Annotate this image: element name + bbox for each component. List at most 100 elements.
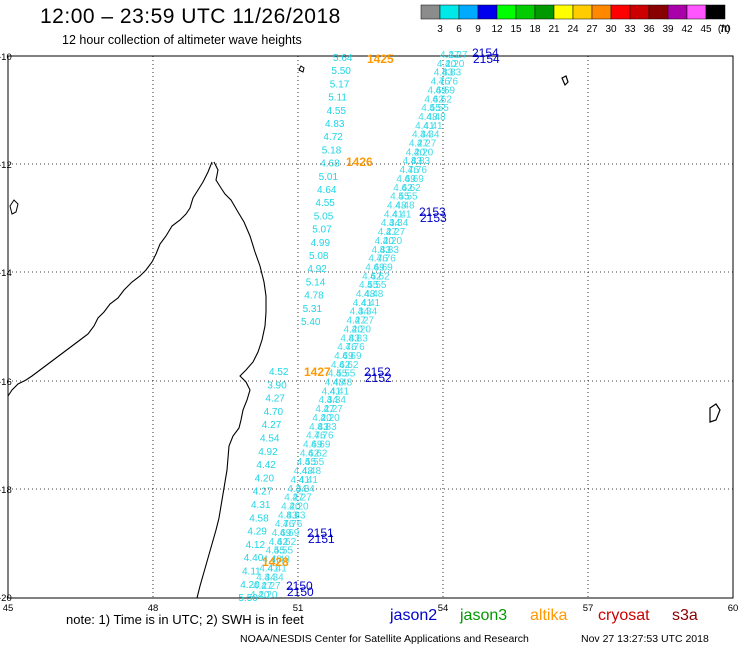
swath-value: 4.20 (258, 590, 278, 601)
pass-number: 1425 (367, 52, 394, 66)
swath-value: 4.69 (396, 174, 416, 185)
swath-value: 4.69 (311, 440, 331, 451)
wave-height-value: 3.90 (267, 380, 287, 391)
wave-height-value: 5.05 (314, 211, 334, 222)
legend-swatch (629, 4, 650, 20)
swath-value: 4.48 (418, 112, 438, 123)
wave-height-value: 4.31 (251, 500, 271, 511)
legend-swatch (591, 4, 612, 20)
swath-value: 4.20 (445, 59, 465, 70)
pass-number: 2150 (286, 579, 313, 593)
legend-swatch (686, 4, 707, 20)
swath-value: 4.62 (393, 183, 413, 194)
swath-value: 4.55 (367, 280, 387, 291)
madagascar-west-coast (7, 161, 213, 397)
legend-swatch (420, 4, 441, 20)
swath-value: 4.76 (439, 77, 459, 88)
swath-value: 4.34 (256, 572, 276, 583)
legend-swatch (553, 4, 574, 20)
legend-label: 18 (529, 24, 541, 35)
swath-value: 4.76 (368, 254, 388, 265)
swath-value: 4.27 (292, 493, 312, 504)
swath-value: 4.62 (339, 360, 359, 371)
swath-value: 4.76 (306, 431, 326, 442)
legend-swatch (705, 4, 726, 20)
swath-value: 4.55 (266, 546, 286, 557)
legend-label: 24 (567, 24, 579, 35)
wave-height-value: 4.55 (315, 198, 335, 209)
swath-value: 4.27 (378, 227, 398, 238)
swath-value: 4.62 (277, 537, 297, 548)
swath-value: 4.27 (323, 404, 343, 415)
legend-label: 15 (510, 24, 522, 35)
legend-swatch (458, 4, 479, 20)
swath-value: 4.76 (337, 342, 357, 353)
swath-value: 4.20 (351, 324, 371, 335)
swath-value: 4.34 (327, 395, 347, 406)
swath-value: 4.48 (262, 555, 282, 566)
swath-value: 4.83 (340, 333, 360, 344)
wave-height-value: 5.01 (319, 172, 339, 183)
satellite-jason3: jason3 (460, 607, 508, 624)
swath-value: 4.69 (373, 262, 393, 273)
swath-value: 4.83 (434, 68, 454, 79)
latitude-tick: -12 (0, 160, 12, 171)
swath-value: 4.62 (432, 94, 452, 105)
wave-height-value: 4.20 (240, 580, 260, 591)
legend-label: 9 (475, 24, 481, 35)
latitude-tick: -18 (0, 485, 12, 496)
swath-value: 4.20 (289, 501, 309, 512)
swath-value: 4.62 (331, 360, 351, 371)
swath-value: 4.27 (347, 316, 367, 327)
small-island (298, 65, 305, 73)
swath-value: 4.83 (379, 245, 399, 256)
swath-value: 4.34 (420, 130, 440, 141)
pass-number: 1428 (262, 555, 289, 569)
pass-number: 1427 (304, 365, 331, 379)
longitude-tick: 60 (728, 603, 739, 614)
swath-value: 4.48 (426, 112, 446, 123)
swath-value: 4.20 (414, 147, 434, 158)
longitude-tick: 48 (148, 603, 159, 614)
latitude-tick: -16 (0, 377, 12, 388)
swath-value: 4.76 (283, 519, 303, 530)
swath-value: 4.27 (386, 227, 406, 238)
wave-height-value: 5.50 (238, 593, 258, 604)
swath-value: 4.69 (334, 351, 354, 362)
wave-height-value: 4.92 (307, 264, 327, 275)
legend-swatch (477, 4, 498, 20)
pass-number-shadow: 2151 (308, 532, 335, 546)
wave-height-value: 4.70 (264, 407, 284, 418)
altimeter-swath: 4.204.274.344.414.484.554.624.694.764.83… (250, 50, 468, 601)
legend-swatch (439, 4, 460, 20)
generation-timestamp: Nov 27 13:27:53 UTC 2018 (581, 633, 709, 645)
wave-height-value: 4.64 (317, 185, 337, 196)
legend-swatch (515, 4, 536, 20)
swath-value: 4.62 (300, 448, 320, 459)
pass-number-shadow: 2153 (420, 211, 447, 225)
swath-value: 4.83 (317, 422, 337, 433)
swath-value: 4.41 (322, 386, 342, 397)
swath-value: 4.55 (305, 457, 325, 468)
swath-value: 4.55 (398, 192, 418, 203)
swath-value: 4.34 (264, 572, 284, 583)
wave-height-value: 4.42 (256, 460, 276, 471)
pass-number: 1426 (346, 155, 373, 169)
wave-height-value: 4.27 (253, 487, 273, 498)
footer-note: note: 1) Time is in UTC; 2) SWH is in fe… (66, 612, 304, 627)
swath-value: 4.41 (384, 209, 404, 220)
swath-value: 4.20 (406, 147, 426, 158)
wave-height-value: 4.68 (320, 159, 340, 170)
wave-height-value: 5.18 (322, 145, 342, 156)
altika-wave-values: 5.64 5.50 5.17 5.11 4.55 4.83 4.72 5.18 4.68 5.01… (238, 53, 353, 604)
swath-value: 4.27 (253, 581, 273, 592)
swath-value: 4.76 (275, 519, 295, 530)
legend-label: 27 (586, 24, 598, 35)
swath-value: 4.41 (259, 563, 279, 574)
swath-value: 4.34 (358, 307, 378, 318)
swath-value: 4.34 (350, 307, 370, 318)
swath-value: 4.55 (336, 369, 356, 380)
agalega-island (561, 75, 569, 87)
pass-number: 2152 (364, 365, 391, 379)
